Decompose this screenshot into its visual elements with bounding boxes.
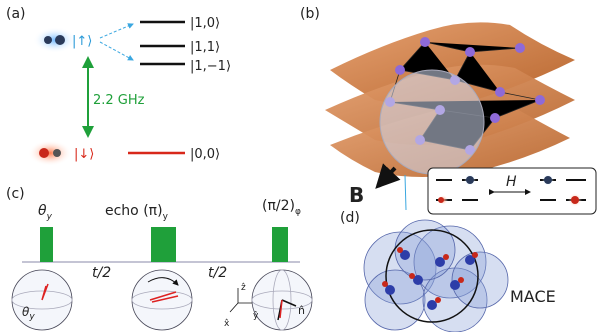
pulse-label: echo (π): [105, 203, 163, 219]
panel-label: (a): [6, 6, 26, 22]
vector-label: n̂: [298, 304, 305, 317]
interval: t/2: [208, 265, 227, 281]
pulse: [40, 227, 53, 262]
panel-label: (b): [300, 6, 320, 22]
interval: t/2: [92, 265, 111, 281]
panel-b: (b) B H: [300, 6, 596, 214]
level-label: |1,0⟩: [190, 16, 220, 31]
pulse-subscript: φ: [295, 207, 301, 217]
atom: [53, 149, 61, 157]
panel-c: (c) θy echo (π)y (π/2)φ t/2 t/2 θy n̂ x̂…: [6, 186, 312, 330]
pulse: [272, 227, 288, 262]
figure: (a) |↑⟩ |1,0⟩ |1,1⟩ |1,−1⟩ 2.2 GHz |↓⟩ |…: [0, 0, 600, 332]
angle-subscript: y: [28, 312, 35, 322]
svg-text:(π/2)φ: (π/2)φ: [262, 198, 301, 217]
molecule-glow: [28, 140, 72, 166]
panel-a: (a) |↑⟩ |1,0⟩ |1,1⟩ |1,−1⟩ 2.2 GHz |↓⟩ |…: [6, 6, 231, 166]
svg-text:θy: θy: [38, 203, 53, 222]
axis-label: ẑ: [241, 283, 246, 293]
pulse-subscript: y: [46, 212, 53, 222]
transition: [100, 24, 133, 38]
atom: [39, 148, 49, 158]
atom: [44, 36, 52, 44]
field-label: B: [349, 183, 364, 207]
panel-label: (c): [6, 186, 25, 202]
region: [380, 70, 484, 174]
level-label: |1,1⟩: [190, 40, 220, 55]
panel-label: (d): [340, 210, 360, 226]
axis-label: ŷ: [253, 311, 259, 321]
state-up: |↑⟩: [72, 34, 92, 49]
atom: [55, 35, 65, 45]
level-label: |1,−1⟩: [190, 59, 231, 74]
transition: [100, 42, 133, 60]
hamiltonian: H: [506, 174, 517, 190]
pulse-label: (π/2): [262, 198, 295, 214]
state-down: |↓⟩: [74, 147, 94, 162]
panel-d: (d) MACE: [340, 210, 556, 332]
axis-label: x̂: [224, 318, 230, 329]
splitting: 2.2 GHz: [93, 93, 145, 108]
model-name: MACE: [510, 287, 556, 306]
svg-text:echo (π)y: echo (π)y: [105, 203, 169, 222]
pulse-subscript: y: [163, 212, 169, 222]
level-label: |0,0⟩: [190, 147, 220, 162]
pulse: [151, 227, 176, 262]
connector: [405, 175, 406, 210]
